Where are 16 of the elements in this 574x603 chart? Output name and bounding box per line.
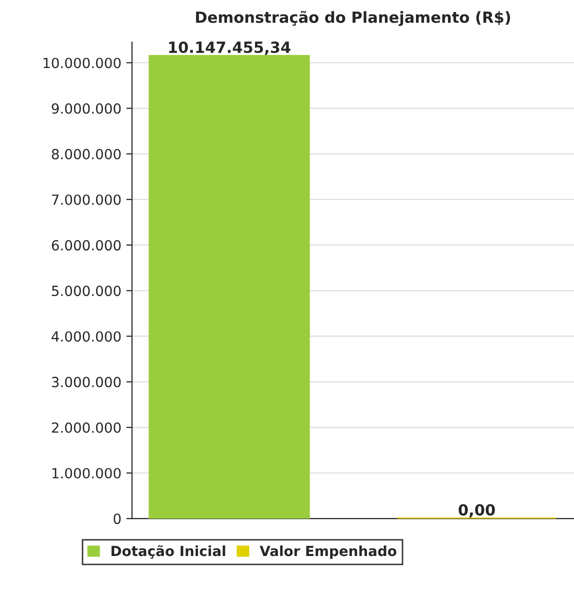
data-label: 0,00 [458, 504, 495, 518]
y-tick-label: 10.000.000 [44, 58, 121, 68]
y-tick-label: 6.000.000 [52, 240, 121, 251]
y-tick-label: 9.000.000 [52, 103, 121, 114]
y-tick-label: 8.000.000 [52, 148, 121, 160]
legend-label: Valor Empenhado [260, 545, 396, 559]
data-label: 10.147.455,34 [169, 41, 290, 55]
y-tick-label: 5.000.000 [52, 286, 121, 296]
chart-title: Demonstração do Planejamento (R$) [196, 10, 510, 26]
y-tick-label: 0 [114, 514, 121, 524]
y-tick-label: 3.000.000 [52, 376, 121, 388]
y-tick-label: 4.000.000 [52, 331, 121, 342]
y-tick-label: 1.000.000 [52, 468, 121, 478]
legend-label: Dotação Inicial [112, 545, 226, 559]
y-tick-label: 2.000.000 [52, 422, 121, 433]
y-tick-label: 7.000.000 [52, 194, 121, 205]
